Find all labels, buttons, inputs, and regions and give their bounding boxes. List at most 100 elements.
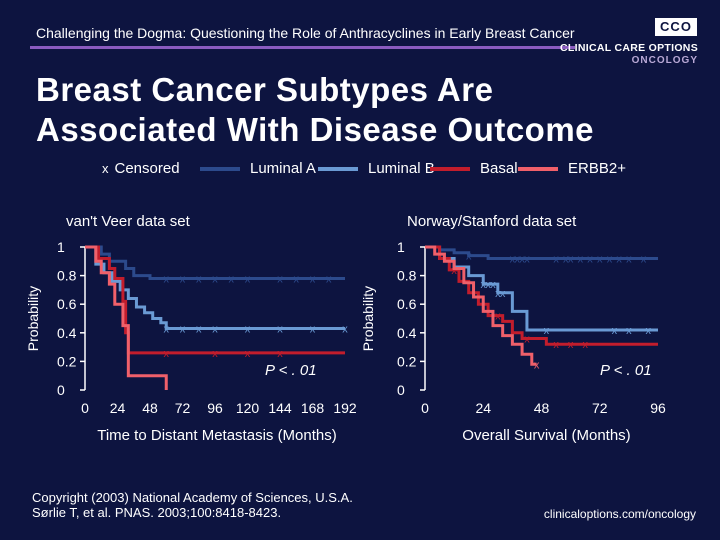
censor-mark: x (277, 273, 283, 285)
censor-mark: x (563, 253, 569, 265)
legend-label-luminal-a: Luminal A (250, 160, 316, 177)
censor-mark: x (466, 251, 472, 263)
censored-symbol: x (102, 161, 109, 176)
x-tick-label: 144 (268, 400, 292, 416)
x-tick-label: 0 (81, 400, 89, 416)
legend-swatch-luminal-a (200, 166, 240, 171)
censor-mark: x (277, 348, 283, 360)
censor-mark: x (277, 324, 283, 336)
title-line2: Associated With Disease Outcome (36, 111, 595, 148)
censor-mark: x (641, 253, 647, 265)
censor-mark: x (212, 348, 218, 360)
x-tick-label: 48 (534, 400, 550, 416)
censor-mark: x (164, 273, 170, 285)
legend-censored: x Censored (102, 160, 180, 177)
censor-mark: x (578, 253, 584, 265)
km-curve-luminal-b (85, 245, 345, 331)
censor-mark: x (568, 253, 574, 265)
y-tick-label: 0.8 (397, 268, 417, 284)
chart-vant-veer: 0 0.2 0.4 0.6 0.8 1 0 24 48 72 96 120 144 168 192 Proba… (25, 239, 357, 444)
censor-mark: x (212, 273, 218, 285)
censor-mark: x (245, 348, 251, 360)
censor-mark: x (597, 253, 603, 265)
copyright-line2: Sørlie T, et al. PNAS. 2003;100:8418-842… (32, 505, 282, 520)
chart1-subtitle: van't Veer data set (66, 213, 190, 230)
x-tick-label: 72 (175, 400, 191, 416)
x-tick-label: 72 (592, 400, 608, 416)
legend-swatch-luminal-b (318, 166, 358, 171)
y-axis-label: Probability (360, 286, 376, 351)
chart-norway-stanford: 0 0.2 0.4 0.6 0.8 1 0 24 48 72 96 Probability Overal… (360, 239, 666, 444)
censor-mark: x (326, 273, 332, 285)
y-tick-label: 1 (397, 239, 405, 255)
y-tick-label: 0.2 (397, 353, 417, 369)
p-value-annotation: P < . 01 (600, 362, 652, 379)
censor-mark: x (524, 334, 530, 346)
x-tick-label: 192 (333, 400, 357, 416)
censor-mark: x (485, 279, 491, 291)
x-tick-label: 0 (421, 400, 429, 416)
legend-swatch-basal (430, 166, 470, 171)
legend-swatch-erbb2 (518, 166, 558, 171)
km-curve-erbb2- (85, 245, 168, 390)
censor-mark: x (626, 253, 632, 265)
censor-mark: x (553, 253, 559, 265)
x-axis-label: Overall Survival (Months) (462, 427, 630, 444)
y-tick-label: 1 (57, 239, 65, 255)
y-tick-label: 0.2 (57, 353, 77, 369)
censor-mark: x (510, 253, 516, 265)
legend-basal: Basal (430, 160, 518, 177)
copyright-line1: Copyright (2003) National Academy of Sci… (32, 490, 353, 505)
y-axis-label: Probability (25, 286, 41, 351)
censor-mark: x (245, 324, 251, 336)
censor-mark: x (519, 253, 525, 265)
legend-erbb2: ERBB2+ (518, 160, 626, 177)
x-axis-label: Time to Distant Metastasis (Months) (97, 427, 337, 444)
legend-label-luminal-b: Luminal B (368, 160, 435, 177)
censored-label: Censored (114, 160, 180, 177)
km-curve-luminal-a (425, 245, 658, 260)
x-tick-label: 96 (650, 400, 666, 416)
logo-line1: CLINICAL CARE OPTIONS (560, 42, 698, 54)
y-tick-label: 0.6 (397, 296, 417, 312)
censor-mark: x (245, 273, 251, 285)
censor-mark: x (514, 253, 520, 265)
censor-mark: x (495, 311, 501, 323)
footer-url[interactable]: clinicaloptions.com/oncology (543, 507, 696, 521)
censor-mark: x (212, 324, 218, 336)
header-text: Challenging the Dogma: Questioning the R… (36, 25, 575, 41)
censor-mark: x (616, 253, 622, 265)
legend-luminal-a: Luminal A (200, 160, 316, 177)
censor-mark: x (582, 339, 588, 351)
censor-mark: x (310, 273, 316, 285)
chart2-subtitle: Norway/Stanford data set (407, 213, 577, 230)
legend-luminal-b: Luminal B (318, 160, 435, 177)
censor-mark: x (553, 339, 559, 351)
legend-label-erbb2: ERBB2+ (568, 160, 626, 177)
km-curve-basal (85, 245, 345, 355)
censor-mark: x (500, 288, 506, 300)
x-tick-label: 96 (207, 400, 223, 416)
x-tick-label: 120 (236, 400, 260, 416)
censor-mark: x (481, 279, 487, 291)
censor-mark: x (164, 348, 170, 360)
censor-mark: x (587, 253, 593, 265)
cco-logo: CCO CLINICAL CARE OPTIONS ONCOLOGY (560, 18, 698, 68)
censor-mark: x (524, 253, 530, 265)
censor-mark: x (196, 273, 202, 285)
slide-title: Breast Cancer Subtypes Are Associated Wi… (36, 70, 594, 150)
x-tick-label: 24 (475, 400, 491, 416)
logo-line2: ONCOLOGY (631, 55, 698, 66)
censor-mark: x (310, 324, 316, 336)
header-divider (30, 46, 575, 49)
censor-mark: x (196, 324, 202, 336)
x-tick-label: 168 (301, 400, 325, 416)
censor-mark: x (180, 273, 186, 285)
y-tick-label: 0.4 (57, 325, 77, 341)
censor-mark: x (495, 288, 501, 300)
copyright: Copyright (2003) National Academy of Sci… (32, 490, 353, 520)
y-tick-label: 0.4 (397, 325, 417, 341)
km-curve-luminal-a (85, 245, 345, 280)
y-tick-label: 0.8 (57, 268, 77, 284)
p-value-annotation: P < . 01 (265, 362, 317, 379)
